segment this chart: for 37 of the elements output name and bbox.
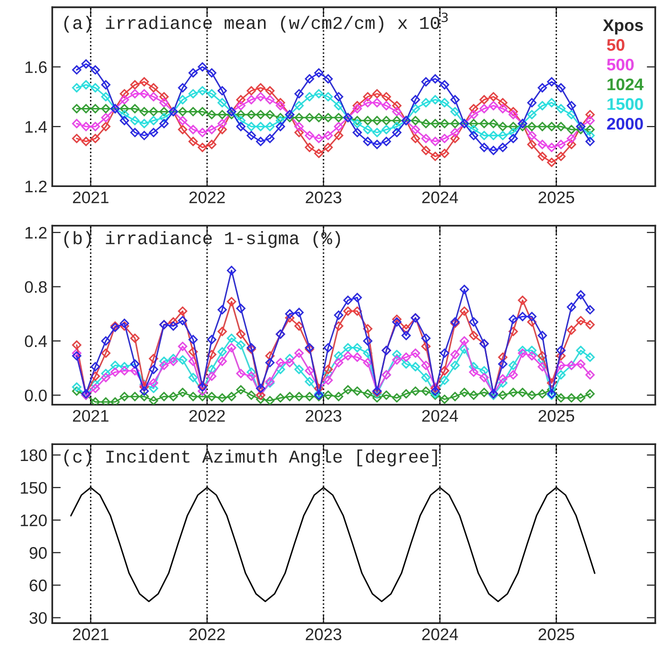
y-tick-label: 1.2: [26, 226, 47, 239]
x-tick-label: 2025: [538, 410, 574, 422]
legend-title: Xpos: [602, 20, 643, 34]
y-tick-label: 0.0: [24, 390, 47, 402]
y-tick-label: 120: [20, 514, 47, 526]
x-tick-label: 2022: [189, 192, 225, 204]
x-tick-label: 2024: [422, 192, 458, 204]
x-tick-label: 2023: [306, 410, 342, 422]
chart-title: (a) irradiance mean (w/cm2/cm) x 10$^{3}$: [64, 12, 448, 33]
x-tick-label: 2025: [538, 628, 574, 640]
chart-title: (b) irradiance 1-sigma (%): [64, 231, 340, 248]
y-tick-label: 90: [30, 547, 47, 559]
x-tick-label: 2023: [306, 628, 342, 640]
x-tick-label: 2021: [72, 628, 108, 640]
y-tick-label: 0.4: [24, 335, 47, 348]
text: 50: [607, 39, 624, 51]
x-tick-label: 2021: [72, 192, 108, 204]
y-tick-label: 30: [30, 612, 47, 624]
y-tick-label: 60: [30, 580, 47, 592]
x-tick-label: 2024: [422, 410, 458, 422]
x-tick-label: 2022: [189, 410, 225, 422]
y-tick-label: 0.8: [24, 281, 47, 293]
x-tick-label: 2024: [422, 628, 458, 640]
text: 1024: [608, 78, 644, 90]
x-tick-label: 2022: [189, 628, 225, 640]
text: 500: [607, 58, 634, 71]
y-tick-label: 150: [20, 482, 47, 494]
y-tick-label: 1.6: [26, 61, 47, 74]
x-tick-label: 2025: [538, 192, 574, 204]
series-label: 2000: [607, 118, 643, 130]
x-tick-label: 2021: [72, 410, 108, 422]
y-tick-label: 1.4: [26, 121, 47, 133]
y-tick-label: 180: [20, 449, 47, 462]
x-tick-label: 2023: [306, 192, 342, 204]
chart-title: (c) Incident Azimuth Angle [degree]: [64, 450, 437, 466]
series-label: 1500: [608, 98, 643, 110]
y-tick-label: 1.2: [26, 180, 47, 192]
